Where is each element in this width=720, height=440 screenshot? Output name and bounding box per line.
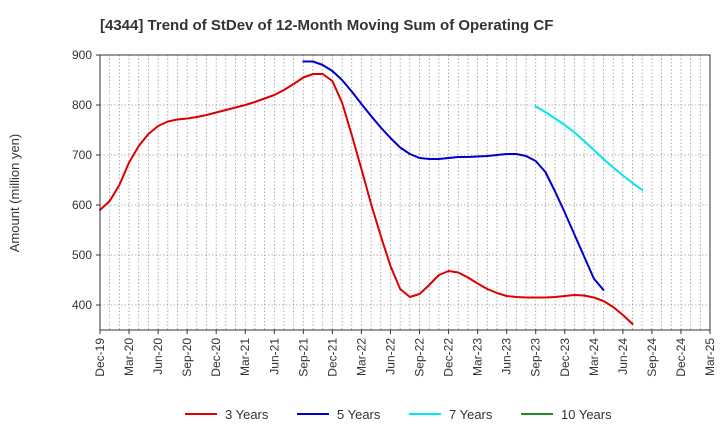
x-tick-label: Jun-20 (151, 338, 165, 375)
x-tick-label: Dec-22 (442, 338, 456, 377)
y-tick-label: 500 (72, 248, 92, 262)
y-tick-label: 800 (72, 98, 92, 112)
x-tick-label: Sep-24 (645, 338, 659, 377)
y-tick-label: 600 (72, 198, 92, 212)
x-tick-label: Dec-20 (209, 338, 223, 377)
x-tick-label: Mar-25 (703, 338, 717, 376)
chart-title: [4344] Trend of StDev of 12-Month Moving… (100, 17, 553, 34)
x-tick-label: Mar-20 (122, 338, 136, 376)
y-tick-label: 700 (72, 148, 92, 162)
legend-label-5-years: 5 Years (337, 407, 381, 422)
x-tick-label: Dec-19 (93, 338, 107, 377)
x-tick-label: Mar-22 (354, 338, 368, 376)
series-line-5-years (302, 60, 605, 291)
x-ticks-layer: Dec-19 Mar-20 Jun-20 Sep-20 Dec-20 Mar-21 Jun-… (93, 330, 717, 377)
x-tick-label: Sep-20 (180, 338, 194, 377)
plot-frame (99, 54, 711, 331)
x-tick-label: Sep-23 (529, 338, 543, 377)
x-tick-label: Dec-24 (674, 338, 688, 377)
x-tick-label: Sep-21 (296, 338, 310, 377)
x-tick-label: Mar-21 (238, 338, 252, 376)
x-tick-label: Dec-23 (558, 338, 572, 377)
x-tick-label: Sep-22 (413, 338, 427, 377)
x-tick-label: Jun-24 (616, 338, 630, 375)
x-tick-label: Dec-21 (325, 338, 339, 377)
y-tick-label: 900 (72, 48, 92, 62)
x-tick-label: Jun-22 (383, 338, 397, 375)
series-line-3-years (99, 73, 634, 325)
legend-label-7-years: 7 Years (449, 407, 493, 422)
legend: 3 Years 5 Years 7 Years 10 Years (185, 407, 612, 422)
x-tick-label: Jun-21 (267, 338, 281, 375)
plot-area (100, 55, 710, 330)
y-ticks-layer: 400 500 600 700 800 900 (72, 48, 100, 312)
x-tick-label: Mar-24 (587, 338, 601, 376)
series-layer (99, 60, 644, 325)
x-tick-label: Jun-23 (500, 338, 514, 375)
legend-label-3-years: 3 Years (225, 407, 269, 422)
x-tick-label: Mar-23 (471, 338, 485, 376)
legend-label-10-years: 10 Years (561, 407, 612, 422)
series-line-7-years (534, 105, 644, 191)
y-axis-title: Amount (million yen) (7, 134, 22, 253)
y-tick-label: 400 (72, 298, 92, 312)
